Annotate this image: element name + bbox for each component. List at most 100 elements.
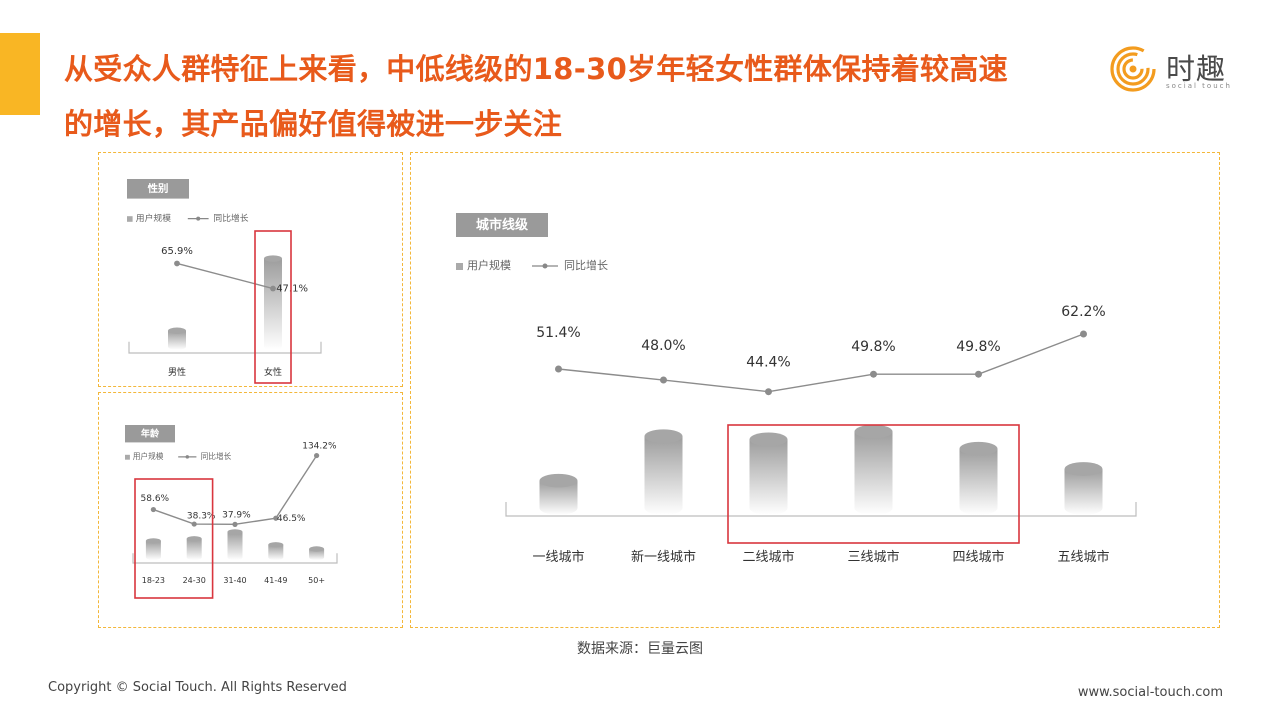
growth-point: [975, 370, 982, 378]
accent-bar: [0, 33, 40, 115]
category-label: 24-30: [183, 576, 206, 585]
growth-value-label: 49.8%: [956, 339, 1000, 355]
legend-swatch-dot: [185, 455, 190, 459]
highlight-box: [134, 478, 214, 599]
growth-value-label: 44.4%: [746, 355, 790, 371]
bar-top: [749, 432, 788, 447]
legend-swatch-bar: [125, 454, 130, 460]
growth-point: [555, 365, 562, 373]
bar-cylinder: [749, 432, 788, 515]
panel-label: 性别: [148, 182, 169, 195]
category-label: 三线城市: [847, 549, 899, 565]
x-axis: [132, 553, 338, 564]
growth-line: [558, 333, 1084, 393]
bar-body: [264, 258, 282, 350]
x-axis: [128, 341, 322, 354]
bar-cylinder: [1064, 462, 1103, 515]
panel-label-bg: [127, 179, 189, 199]
legend-label-growth: 同比增长: [213, 212, 248, 224]
bar-top: [539, 473, 578, 488]
bar-top: [186, 536, 202, 542]
logo: 时趣 social touch: [1108, 44, 1248, 94]
growth-point: [232, 521, 238, 527]
panel-label: 城市线级: [476, 217, 529, 233]
bar-top: [644, 429, 683, 444]
category-label: 31-40: [223, 576, 246, 585]
growth-line: [176, 262, 274, 290]
legend-swatch-bar: [456, 263, 463, 270]
gender-panel: 性别用户规模 同比增长 65.9% 47.1% 男性 女性: [98, 152, 403, 387]
growth-point: [174, 260, 180, 267]
bar-top: [309, 546, 325, 552]
bar-top: [268, 542, 284, 548]
legend-swatch-dot: [196, 216, 201, 221]
legend-label-scale: 用户规模: [136, 212, 171, 224]
category-label: 新一线城市: [631, 549, 696, 565]
legend-swatch-dot: [542, 263, 548, 269]
legend-swatch-bar: [127, 216, 133, 222]
bar-body: [1064, 469, 1103, 515]
bar-top: [145, 538, 161, 544]
title-line-1: 从受众人群特征上来看，中低线级的18-30岁年轻女性群体保持着较高速: [64, 52, 1008, 86]
growth-point: [870, 370, 877, 378]
growth-value-label: 65.9%: [161, 246, 193, 257]
panel-label-bg: [456, 213, 548, 237]
bar-top: [227, 529, 243, 535]
data-source: 数据来源：巨量云图: [577, 641, 703, 657]
bar-body: [145, 540, 161, 561]
category-label: 五线城市: [1057, 549, 1109, 565]
bar-top: [264, 255, 282, 262]
title-line-2: 的增长，其产品偏好值得被进一步关注: [64, 107, 563, 141]
bar-cylinder: [227, 529, 243, 561]
bar-cylinder: [264, 255, 282, 350]
growth-point: [191, 521, 197, 527]
bar-body: [959, 448, 998, 515]
bar-top: [168, 327, 186, 334]
growth-point: [765, 388, 772, 396]
growth-value-label: 58.6%: [141, 494, 170, 504]
age-panel: 年龄 用户规模 同比增长 58.6% 38.3% 37.9% 46.5% 134.2% 18-2…: [98, 392, 403, 628]
bar-cylinder: [145, 538, 161, 561]
bar-top: [1064, 462, 1103, 476]
bar-body: [186, 538, 202, 561]
growth-point: [660, 376, 667, 384]
bar-cylinder: [854, 424, 893, 515]
category-label: 二线城市: [742, 549, 794, 565]
copyright: Copyright © Social Touch. All Rights Res…: [48, 680, 347, 695]
category-label: 男性: [168, 366, 186, 378]
bar-cylinder: [186, 536, 202, 561]
legend-label-growth: 同比增长: [564, 258, 608, 272]
bar-cylinder: [644, 429, 683, 515]
logo-text: 时趣: [1166, 52, 1227, 86]
growth-value-label: 46.5%: [277, 514, 306, 524]
growth-point: [314, 452, 320, 459]
bar-cylinder: [268, 542, 284, 561]
bar-body: [309, 549, 325, 561]
growth-point: [270, 285, 276, 292]
category-label: 四线城市: [952, 549, 1004, 565]
bar-body: [539, 480, 578, 515]
bar-body: [854, 431, 893, 515]
growth-value-label: 47.1%: [276, 284, 308, 295]
logo-subtext: social touch: [1166, 82, 1232, 90]
website-link[interactable]: www.social-touch.com: [1077, 685, 1223, 700]
growth-point: [273, 515, 279, 521]
bar-cylinder: [309, 546, 325, 561]
legend-label-growth: 同比增长: [201, 451, 232, 461]
category-label: 18-23: [142, 576, 165, 585]
bar-top: [854, 424, 893, 439]
category-label: 女性: [264, 366, 282, 378]
growth-value-label: 37.9%: [222, 510, 251, 520]
bar-cylinder: [539, 473, 578, 515]
growth-value-label: 48.0%: [641, 338, 685, 354]
growth-point: [1080, 330, 1087, 338]
bar-body: [749, 439, 788, 515]
growth-value-label: 49.8%: [851, 339, 895, 355]
category-label: 一线城市: [532, 549, 584, 565]
bar-body: [168, 330, 186, 350]
category-label: 50+: [308, 576, 325, 585]
highlight-box: [727, 424, 1020, 544]
growth-value-label: 134.2%: [302, 442, 337, 452]
